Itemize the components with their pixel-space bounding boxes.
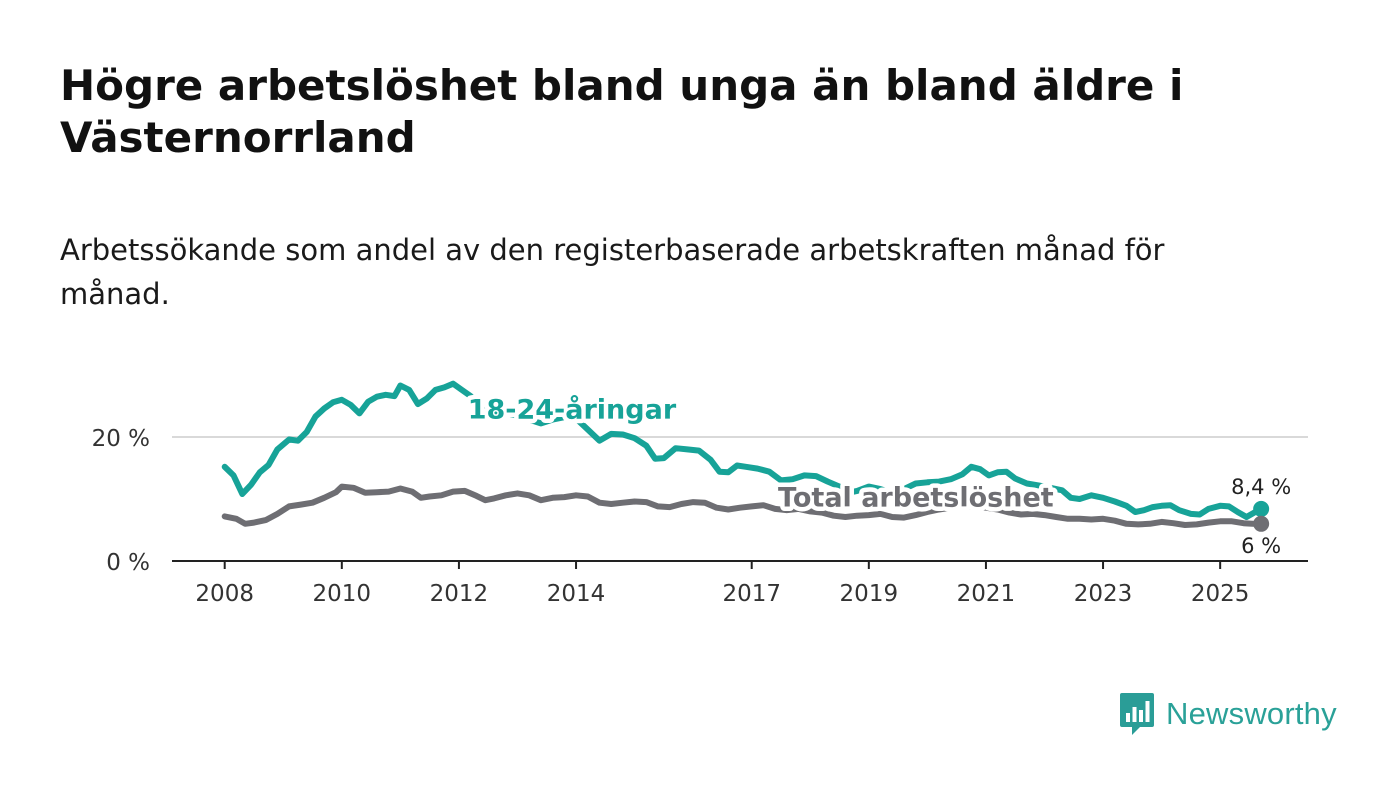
x-tick-label: 2025 bbox=[1191, 581, 1250, 607]
series-end-label: 6 % bbox=[1241, 534, 1281, 558]
newsworthy-logo[interactable]: Newsworthy bbox=[1118, 690, 1337, 738]
series-end-dot bbox=[1253, 515, 1270, 532]
x-tick-label: 2023 bbox=[1074, 581, 1133, 607]
x-tick-label: 2012 bbox=[430, 581, 489, 607]
series-annotation-label: Total arbetslöshet bbox=[778, 482, 1054, 513]
series-lines bbox=[221, 380, 1270, 532]
y-tick-label: 20 % bbox=[92, 426, 150, 452]
series-annotation-label: 18-24-åringar bbox=[468, 393, 677, 425]
newsworthy-icon bbox=[1120, 693, 1154, 735]
series-end-label: 8,4 % bbox=[1231, 475, 1291, 499]
x-tick-label: 2021 bbox=[957, 581, 1016, 607]
x-tick-label: 2008 bbox=[195, 581, 254, 607]
x-tick-label: 2014 bbox=[547, 581, 606, 607]
brand-name: Newsworthy bbox=[1166, 696, 1337, 731]
x-tick-label: 2017 bbox=[722, 581, 781, 607]
y-axis: 0 % 20 % bbox=[92, 426, 150, 576]
chart-subtitle: Arbetssökande som andel av den registerb… bbox=[60, 233, 1165, 311]
x-axis: 2008 2010 2012 2014 2017 2019 2021 2023 2025 bbox=[172, 560, 1308, 607]
chart-title: Högre arbetslöshet bland unga än bland ä… bbox=[60, 61, 1184, 162]
x-tick-label: 2010 bbox=[313, 581, 372, 607]
y-tick-label: 0 % bbox=[106, 550, 150, 576]
series-end-dot bbox=[1253, 500, 1270, 517]
series-annotations: 8,4 % 6 % 18-24-åringar Total arbetslöshet bbox=[463, 389, 1293, 560]
x-tick-label: 2019 bbox=[840, 581, 899, 607]
series-line-youth bbox=[221, 380, 1265, 520]
series-line-total bbox=[221, 483, 1265, 528]
